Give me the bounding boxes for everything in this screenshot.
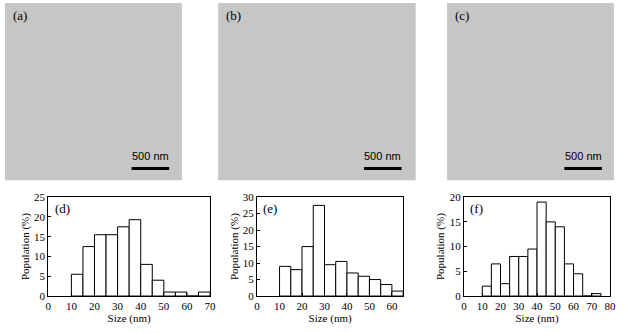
svg-text:10: 10 (450, 240, 462, 252)
svg-text:10: 10 (66, 300, 78, 312)
svg-text:20: 20 (34, 211, 46, 223)
svg-text:Size (nm): Size (nm) (309, 312, 352, 325)
svg-text:0: 0 (461, 300, 467, 312)
svg-text:(a): (a) (13, 8, 27, 23)
svg-text:5: 5 (40, 270, 46, 282)
svg-text:10: 10 (34, 250, 46, 262)
svg-text:15: 15 (450, 216, 462, 228)
svg-text:60: 60 (386, 300, 398, 312)
svg-text:50: 50 (158, 300, 170, 312)
svg-text:(d): (d) (55, 201, 70, 216)
svg-text:0: 0 (254, 300, 260, 312)
svg-text:(b): (b) (226, 8, 241, 23)
svg-text:10: 10 (477, 300, 489, 312)
svg-text:20: 20 (495, 300, 507, 312)
svg-text:20: 20 (89, 300, 101, 312)
svg-text:5: 5 (248, 273, 254, 285)
svg-text:(f): (f) (470, 201, 483, 216)
svg-text:30: 30 (112, 300, 124, 312)
svg-text:500 nm: 500 nm (364, 150, 401, 162)
svg-text:0: 0 (46, 300, 52, 312)
svg-text:20: 20 (243, 224, 255, 236)
svg-text:Size (nm): Size (nm) (515, 312, 558, 325)
svg-text:Size (nm): Size (nm) (108, 312, 151, 325)
svg-text:Population (%): Population (%) (19, 213, 32, 280)
svg-text:70: 70 (205, 300, 217, 312)
svg-text:Population (%): Population (%) (228, 213, 241, 280)
svg-text:25: 25 (34, 191, 46, 203)
svg-text:(c): (c) (455, 8, 469, 23)
svg-text:0: 0 (40, 290, 46, 302)
svg-text:500 nm: 500 nm (565, 150, 602, 162)
svg-text:20: 20 (450, 191, 462, 203)
svg-text:15: 15 (243, 240, 255, 252)
svg-text:70: 70 (586, 300, 598, 312)
svg-text:15: 15 (34, 231, 46, 243)
svg-text:60: 60 (181, 300, 193, 312)
svg-text:60: 60 (568, 300, 580, 312)
svg-text:5: 5 (455, 265, 461, 277)
svg-text:10: 10 (274, 300, 286, 312)
svg-text:Population (%): Population (%) (434, 213, 447, 280)
svg-text:25: 25 (243, 207, 255, 219)
svg-text:(e): (e) (263, 201, 277, 216)
svg-text:40: 40 (532, 300, 544, 312)
svg-text:500 nm: 500 nm (132, 150, 169, 162)
svg-text:30: 30 (243, 191, 255, 203)
svg-text:30: 30 (319, 300, 331, 312)
svg-text:40: 40 (135, 300, 147, 312)
svg-text:50: 50 (550, 300, 562, 312)
svg-text:0: 0 (248, 290, 254, 302)
svg-text:0: 0 (455, 290, 461, 302)
svg-text:10: 10 (243, 257, 255, 269)
svg-text:50: 50 (364, 300, 376, 312)
svg-text:80: 80 (605, 300, 617, 312)
svg-text:20: 20 (297, 300, 309, 312)
svg-text:30: 30 (513, 300, 525, 312)
svg-text:40: 40 (341, 300, 353, 312)
